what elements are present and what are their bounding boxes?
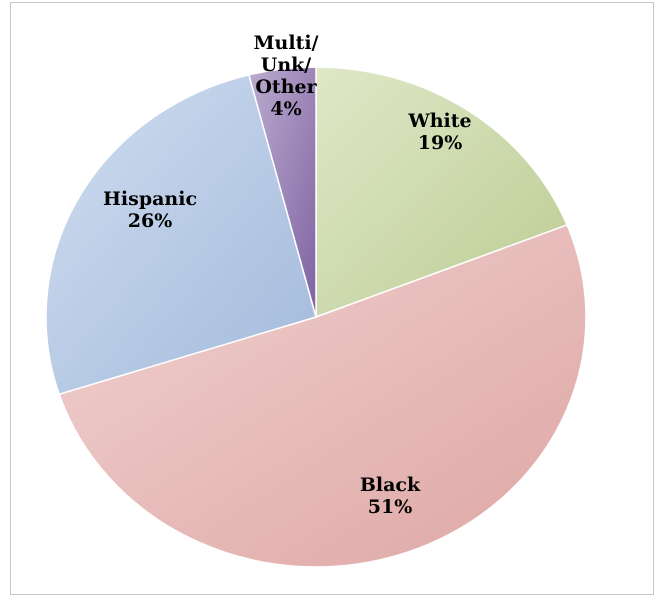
pie-category-label: Multi/ [254,32,319,54]
pie-slice-hispanic [45,73,317,396]
pie-value-label: 4% [270,98,301,120]
pie-label-multi-unk-other: Multi/Unk/Other 4% [254,32,319,120]
pie-slices [45,66,587,568]
pie-value-label: 51% [368,496,413,518]
pie-value-label: 19% [418,132,463,154]
pie-category-label: White [407,110,471,132]
pie-slice-multi-unk-other [247,66,317,318]
pie-slice-black [58,224,587,568]
pie-labels: White 19% Black 51% Hispanic 26% Multi/Unk/Oth… [103,32,472,518]
pie-category-label: Hispanic [103,188,197,210]
pie-label-black: Black 51% [360,474,421,518]
pie-category-label: Other [255,76,317,98]
pie-label-hispanic: Hispanic 26% [103,188,197,232]
pie-slice-white [315,66,569,319]
pie-value-label: 26% [128,210,173,232]
pie-label-white: White 19% [407,110,471,154]
pie-category-label: Unk/ [261,54,312,76]
pie-category-label: Black [360,474,421,496]
